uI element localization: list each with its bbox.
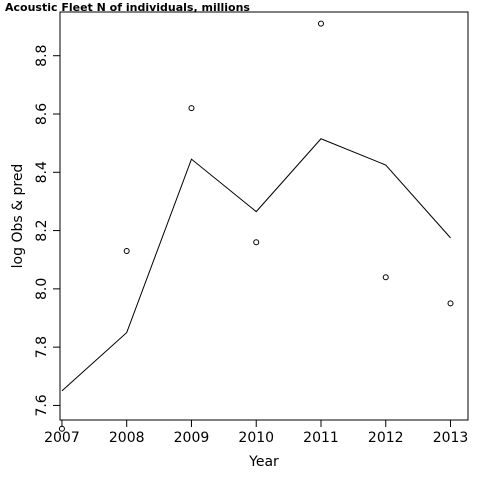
predicted-line <box>61 138 451 392</box>
x-tick-label: 2011 <box>303 430 339 446</box>
chart-title: Acoustic Fleet N of individuals, million… <box>5 1 250 14</box>
observed-point <box>188 105 195 112</box>
y-tick-label: 7.8 <box>34 336 50 358</box>
x-tick-label: 2008 <box>109 430 145 446</box>
observed-point <box>123 247 130 254</box>
observed-point <box>253 239 260 246</box>
x-tick-label: 2010 <box>238 430 274 446</box>
x-tick-label: 2013 <box>433 430 469 446</box>
observed-point <box>447 300 454 307</box>
y-tick-label: 8.0 <box>34 278 50 300</box>
y-tick-label: 8.6 <box>34 103 50 125</box>
y-tick-label: 8.8 <box>34 45 50 67</box>
x-axis: 2007 2008 2009 2010 2011 2012 2013 <box>44 420 468 446</box>
plot-frame <box>59 11 469 421</box>
y-tick-label: 8.4 <box>34 161 50 183</box>
x-axis-label: Year <box>248 454 279 470</box>
y-tick-label: 8.2 <box>34 219 50 241</box>
observed-point <box>58 425 65 432</box>
x-tick-label: 2007 <box>44 430 80 446</box>
y-axis-label: log Obs & pred <box>10 164 26 269</box>
x-tick-label: 2012 <box>368 430 404 446</box>
observed-point <box>317 20 324 27</box>
observed-point <box>382 274 389 281</box>
x-tick-label: 2009 <box>174 430 210 446</box>
y-axis: 7.6 7.8 8.0 8.2 8.4 8.6 8.8 <box>34 45 60 417</box>
y-tick-label: 7.6 <box>34 394 50 416</box>
series-layer <box>58 20 454 432</box>
